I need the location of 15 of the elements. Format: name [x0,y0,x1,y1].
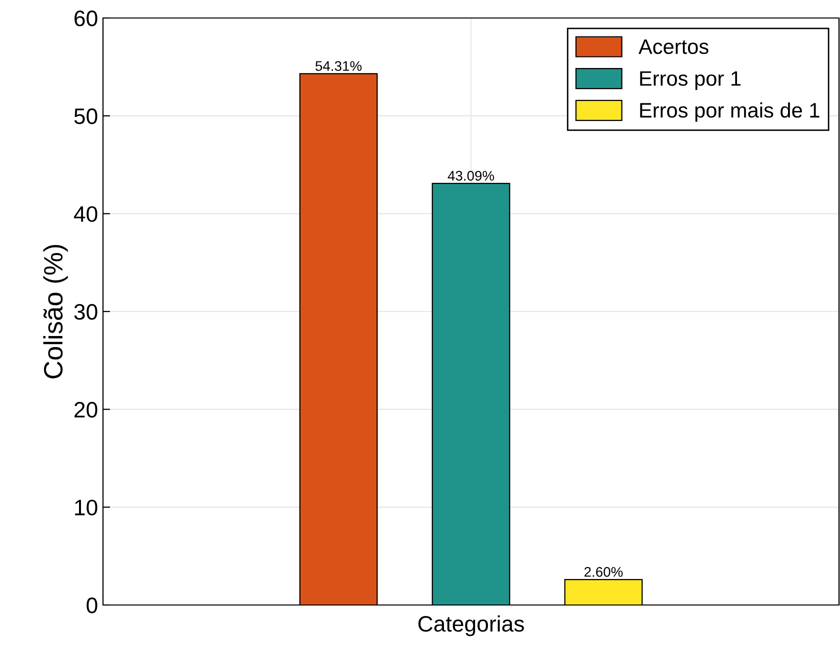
y-tick-label: 60 [74,10,98,26]
y-axis-title: Colisão (%) [43,244,68,378]
legend-label: Erros por mais de 1 [640,102,820,122]
data-label: 2.60% [584,566,623,577]
y-tick-label: 0 [86,598,98,614]
x-axis-title: Categorias [418,615,524,636]
y-tick-label: 10 [75,500,98,516]
y-tick-label: 50 [74,108,98,124]
data-label: 54.31% [316,61,362,71]
legend-label: Erros por 1 [640,71,741,90]
y-tick-label: 20 [74,402,98,418]
legend-label: Acertos [638,40,708,54]
y-tick-label: 40 [74,206,98,222]
y-tick-label: 30 [74,304,98,320]
data-label: 43.09% [448,170,494,181]
